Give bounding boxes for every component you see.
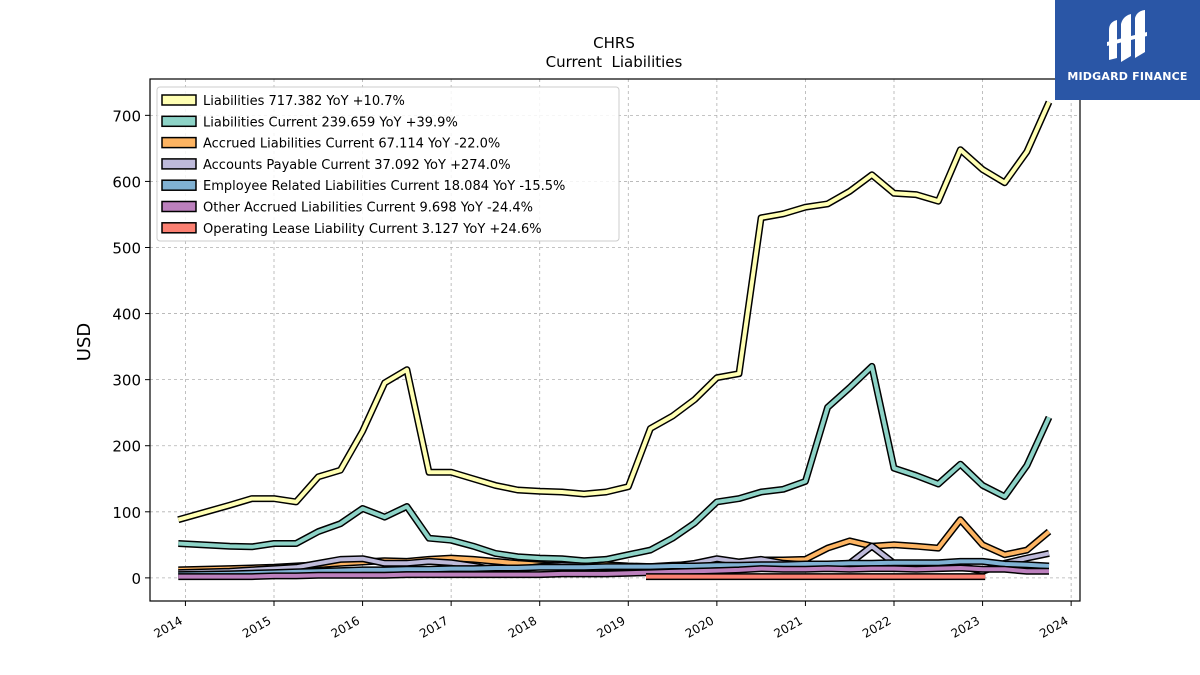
legend-swatch [161, 136, 197, 149]
x-tick-label: 2019 [594, 613, 627, 640]
legend-label[interactable]: Operating Lease Liability Current 3.127 … [203, 222, 542, 237]
y-axis-label: USD [74, 323, 95, 361]
legend-swatch [161, 94, 197, 106]
legend-label[interactable]: Liabilities 717.382 YoY +10.7% [203, 94, 405, 109]
x-tick-label: 2015 [240, 613, 273, 640]
y-tick-label: 0 [131, 570, 141, 588]
legend-label[interactable]: Liabilities Current 239.659 YoY +39.9% [203, 115, 458, 130]
legend-label[interactable]: Employee Related Liabilities Current 18.… [203, 179, 565, 194]
series-line-outline [178, 362, 1053, 565]
brand-name: MIDGARD FINANCE [1067, 70, 1188, 83]
series-line [178, 566, 1049, 579]
legend-swatch [161, 200, 197, 213]
chart-title: CHRS [593, 34, 635, 52]
y-tick-label: 300 [112, 372, 141, 390]
x-tick-label: 2022 [860, 613, 893, 640]
x-tick-label: 2021 [771, 613, 804, 640]
legend-label[interactable]: Accounts Payable Current 37.092 YoY +274… [203, 158, 511, 173]
legend-swatch [161, 158, 197, 170]
series-line [178, 559, 1050, 577]
series-layer [177, 100, 1053, 581]
x-tick-label: 2018 [506, 613, 539, 640]
y-tick-label: 700 [112, 107, 141, 125]
chart-subtitle: Current Liabilities [546, 53, 683, 71]
series-line [177, 101, 1051, 522]
x-tick-label: 2017 [417, 613, 450, 640]
series-0 [177, 100, 1053, 524]
y-tick-label: 600 [112, 173, 141, 191]
legend[interactable]: Liabilities 717.382 YoY +10.7% Liabilitie… [156, 86, 620, 242]
logo-mark-icon [1107, 10, 1147, 62]
legend-box [156, 86, 620, 242]
x-tick-label: 2024 [1037, 613, 1070, 640]
grid [150, 79, 1080, 601]
series-line [178, 364, 1051, 563]
legend-label[interactable]: Other Accrued Liabilities Current 9.698 … [203, 201, 533, 216]
x-tick-label: 2014 [151, 613, 184, 640]
brand-logo: MIDGARD FINANCE [1055, 0, 1200, 100]
x-tick-label: 2020 [683, 613, 716, 640]
series-1 [178, 362, 1053, 565]
legend-swatch [161, 115, 197, 128]
y-tick-label: 100 [112, 504, 141, 522]
y-tick-label: 500 [112, 239, 141, 257]
series-4 [178, 557, 1050, 579]
legend-label[interactable]: Accrued Liabilities Current 67.114 YoY -… [203, 137, 500, 152]
legend-swatch [161, 179, 197, 191]
x-tick-label: 2016 [329, 613, 362, 640]
legend-swatch [161, 222, 197, 234]
y-tick-label: 400 [112, 306, 141, 324]
plot-frame [149, 78, 1081, 602]
series-5 [178, 564, 1049, 581]
x-tick-label: 2023 [949, 613, 982, 640]
y-tick-label: 200 [112, 438, 141, 456]
